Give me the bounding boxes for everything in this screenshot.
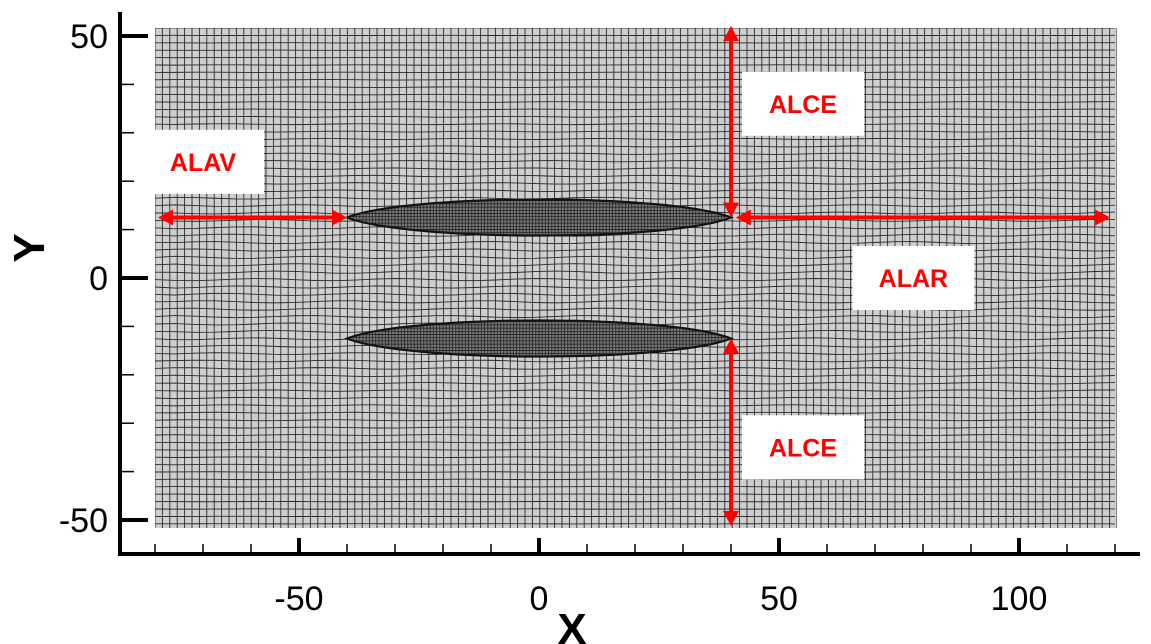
annotation-label: ALAV [170, 149, 237, 177]
airfoil-inner-mesh [347, 199, 731, 236]
airfoil-mesh-regions [343, 198, 735, 358]
annotation-label-box [742, 415, 864, 480]
arrow-head [723, 26, 739, 41]
airfoil-inner-mesh [347, 320, 731, 357]
annotation-alce-bottom: ALCE [723, 338, 864, 526]
arrow-head [735, 209, 751, 226]
x-axis-title: X [557, 605, 586, 644]
arrow-head [332, 209, 347, 226]
arrow-head [723, 511, 739, 526]
arrow-head [723, 338, 739, 354]
arrow-head [1095, 209, 1111, 226]
y-tick-label: 0 [89, 260, 108, 298]
x-tick-label: 100 [991, 580, 1048, 618]
y-tick-label: 50 [70, 18, 108, 56]
x-tick-label: 0 [530, 580, 549, 618]
y-tick-label: -50 [59, 502, 108, 540]
annotation-label-box [142, 129, 264, 194]
plot-axes: -50 0 50 100 50 0 -50 X Y [5, 12, 1140, 644]
annotation-alar: ALAR [735, 209, 1111, 310]
airfoil-region-upper [343, 198, 735, 237]
annotation-alce-top: ALCE [723, 26, 864, 218]
y-axis-title: Y [5, 233, 54, 262]
x-tick-label: -50 [274, 580, 323, 618]
annotation-label: ALAR [879, 265, 948, 293]
annotation-label: ALCE [769, 91, 837, 119]
annotation-label: ALCE [769, 434, 837, 462]
x-tick-label: 50 [760, 580, 798, 618]
annotation-alav: ALAV [142, 129, 347, 226]
arrow-head [158, 209, 173, 226]
arrow-head [723, 202, 739, 218]
annotation-label-box [852, 246, 975, 310]
mesh-horizontal-lines [155, 28, 1116, 525]
annotation-label-box [742, 71, 864, 136]
domain-annotations: ALAV ALCE ALAR ALCE [142, 26, 1111, 526]
